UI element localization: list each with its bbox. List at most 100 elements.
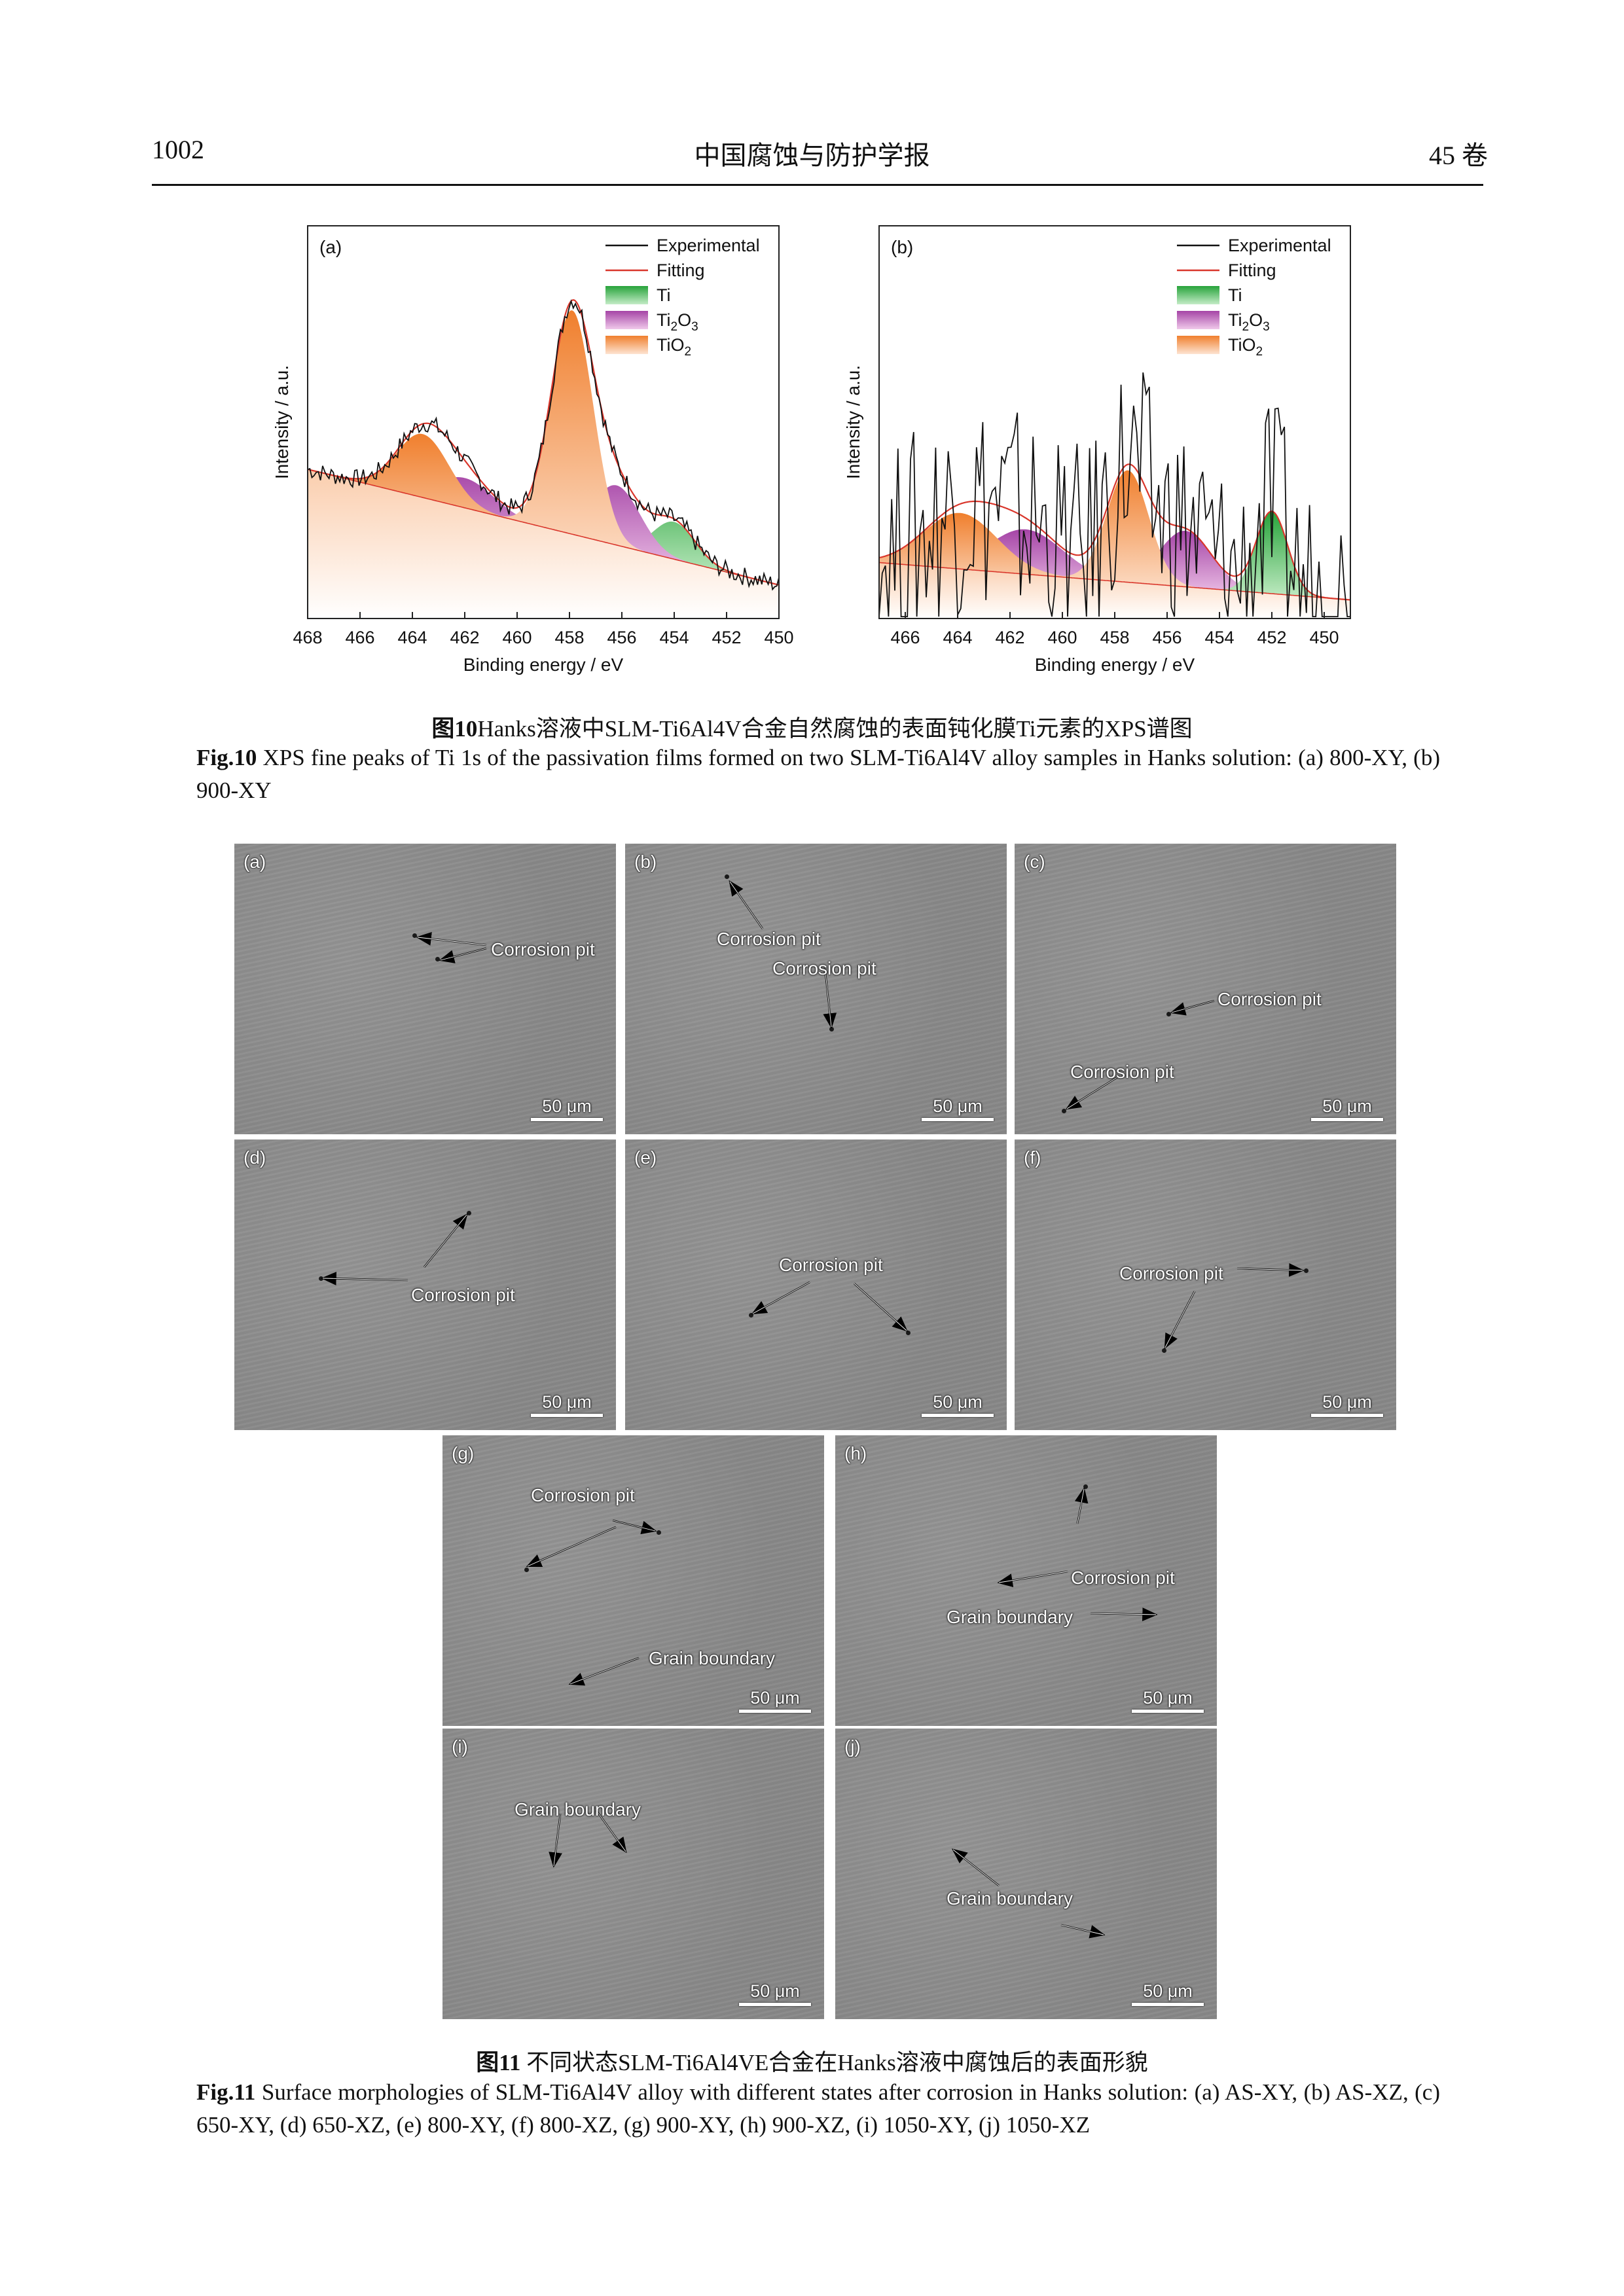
fig11-cn-text: 不同状态SLM-Ti6Al4VE合金在Hanks溶液中腐蚀后的表面形貌 [526, 2050, 1148, 2075]
legend-swatch [605, 336, 648, 354]
sem-panel: (a) Corrosion pit 50 μm [234, 844, 616, 1134]
annotation-arrow-highlight [569, 1657, 640, 1685]
scale-bar-line [739, 2003, 811, 2006]
scale-bar-label: 50 μm [933, 1096, 983, 1116]
sem-texture [625, 1139, 1007, 1430]
sem-panel-label: (b) [634, 852, 657, 872]
scale-bar-label: 50 μm [933, 1392, 983, 1412]
sem-texture [442, 1435, 824, 1726]
corrosion-pit-mark [1166, 1012, 1171, 1016]
corrosion-pit-mark [725, 874, 729, 879]
sem-arrows [416, 932, 487, 963]
annotation-arrow-highlight [824, 966, 832, 1028]
scale-bar-label: 50 μm [1322, 1392, 1372, 1412]
scale-bar-line [922, 1118, 994, 1121]
scale-bar-label: 50 μm [750, 1981, 800, 2001]
scale-bar-line [739, 1710, 811, 1713]
corrosion-pit-mark [657, 1530, 661, 1535]
xps-plot-area [308, 299, 779, 619]
x-tick-label: 454 [1204, 628, 1234, 647]
scale-bar-line [1311, 1414, 1383, 1417]
sem-annotation: Corrosion pit [1071, 1568, 1175, 1588]
legend-label: Experimental [1228, 236, 1331, 255]
sem-arrows [526, 1519, 657, 1686]
x-tick-label: 462 [995, 628, 1024, 647]
fig11-cn-label: 图11 [476, 2050, 521, 2075]
volume-label: 45 卷 [1429, 141, 1488, 170]
legend-swatch [1177, 286, 1219, 304]
x-tick-label: 466 [345, 628, 374, 647]
xps-background-line [308, 469, 779, 586]
fig10-en-text: XPS fine peaks of Ti 1s of the passivati… [196, 745, 1440, 803]
sem-texture [1015, 844, 1396, 1134]
scale-bar: 50 μm [922, 1096, 994, 1121]
fig10-caption-en: Fig.10 XPS fine peaks of Ti 1s of the pa… [196, 742, 1440, 807]
sem-arrows [321, 1213, 468, 1285]
xps-plot-frame [307, 225, 780, 619]
sem-texture [234, 844, 616, 1134]
x-tick-label: 456 [607, 628, 636, 647]
corrosion-pit-mark [1083, 1484, 1088, 1489]
corrosion-pit-mark [1062, 1109, 1066, 1113]
legend-label: Fitting [1228, 260, 1276, 280]
corrosion-pit-mark [829, 1027, 834, 1031]
xps-chart-a-svg: 468 466 464 462 460 458 456 454 452 450 Binding en… [272, 225, 794, 675]
page-number: 1002 [152, 135, 204, 164]
sem-texture [835, 1435, 1217, 1726]
annotation-arrow-highlight [424, 1214, 467, 1268]
sem-annotation: Grain boundary [947, 1888, 1074, 1909]
y-axis-label: Intensity / a.u. [843, 365, 863, 479]
legend-label: Fitting [657, 260, 705, 280]
scale-bar: 50 μm [1132, 1981, 1204, 2006]
x-tick-label: 458 [1100, 628, 1129, 647]
x-tick-label: 468 [293, 628, 322, 647]
fig11-en-label: Fig.11 [196, 2079, 256, 2105]
scale-bar: 50 μm [1311, 1392, 1383, 1417]
sem-annotation: Corrosion pit [717, 929, 821, 949]
annotation-arrow-highlight [612, 1520, 656, 1532]
scale-bar-line [922, 1414, 994, 1417]
sem-arrows [1164, 1263, 1305, 1350]
legend-swatch [605, 311, 648, 329]
fig10-cn-text: Hanks溶液中SLM-Ti6Al4V合金自然腐蚀的表面钝化膜Ti元素的XPS谱… [477, 716, 1193, 742]
scale-bar: 50 μm [739, 1981, 811, 2006]
annotation-arrow-highlight [417, 937, 487, 946]
xps-component-tio2 [308, 310, 779, 585]
x-tick-label: 464 [397, 628, 427, 647]
sem-texture [625, 844, 1007, 1134]
sem-annotation: Grain boundary [649, 1648, 776, 1668]
xps-component-ti2o3 [879, 531, 1350, 600]
x-tick-label: 466 [890, 628, 920, 647]
sem-panel: (f) Corrosion pit 50 μm [1015, 1139, 1396, 1430]
corrosion-pit-mark [435, 957, 440, 961]
x-tick-label: 460 [1047, 628, 1077, 647]
annotation-arrow-highlight [553, 1813, 561, 1867]
scale-bar-line [531, 1118, 603, 1121]
sem-arrows [549, 1810, 627, 1868]
scale-bar-line [1311, 1118, 1383, 1121]
scale-bar: 50 μm [1311, 1096, 1383, 1121]
annotation-arrow-highlight [1066, 1075, 1120, 1109]
corrosion-pit-mark [906, 1331, 911, 1335]
scale-bar: 50 μm [531, 1392, 603, 1417]
sem-panel-label: (d) [244, 1147, 266, 1168]
journal-title: 中国腐蚀与防护学报 [694, 141, 930, 171]
fig10-en-label: Fig.10 [196, 745, 257, 770]
fig11-caption-en: Fig.11 Surface morphologies of SLM-Ti6Al… [196, 2076, 1440, 2142]
xps-plot-area [879, 372, 1350, 619]
sem-panel-label: (i) [452, 1736, 468, 1757]
sem-annotation: Corrosion pit [491, 939, 595, 960]
sem-panel-label: (g) [452, 1443, 475, 1463]
scale-bar-line [1132, 2003, 1204, 2006]
annotation-arrow-highlight [854, 1283, 907, 1331]
corrosion-pit-mark [749, 1313, 753, 1318]
sem-panel-label: (a) [244, 852, 266, 872]
x-tick-label: 456 [1152, 628, 1182, 647]
corrosion-pit-mark [412, 933, 417, 938]
annotation-arrow-highlight [1236, 1268, 1303, 1271]
legend-swatch [605, 286, 648, 304]
annotation-arrow-highlight [952, 1849, 1000, 1886]
sem-annotation: Corrosion pit [779, 1255, 883, 1275]
y-axis-label: Intensity / a.u. [272, 365, 292, 479]
x-tick-label: 450 [764, 628, 793, 647]
